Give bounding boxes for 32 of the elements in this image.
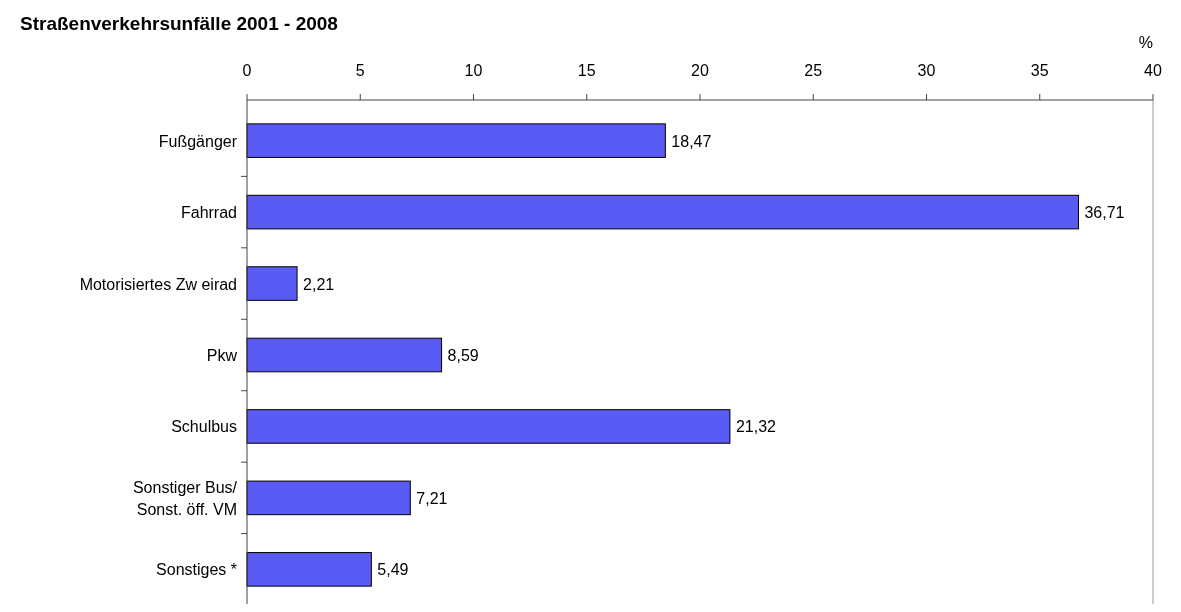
x-tick-label: 30 <box>917 62 936 79</box>
data-label: 5,49 <box>377 561 409 579</box>
bar <box>246 552 372 587</box>
data-label: 21,32 <box>735 418 777 436</box>
data-label: 36,71 <box>1084 204 1125 222</box>
x-axis-title: % <box>1138 34 1153 51</box>
bar <box>246 123 666 158</box>
x-tick-label: 5 <box>355 62 365 79</box>
y-tick-label: Fahrrad <box>180 204 237 222</box>
x-tick-label: 25 <box>804 62 823 79</box>
data-label: 18,47 <box>671 132 712 150</box>
bar <box>246 409 731 444</box>
y-tick-label: Sonstiger Bus/ Sonst. öff. VM <box>132 478 238 518</box>
data-label: 8,59 <box>447 347 479 364</box>
y-tick-label: Pkw <box>206 347 238 364</box>
y-tick-label: Fußgänger <box>158 132 238 150</box>
bar <box>246 266 298 301</box>
y-tick-label: Schulbus <box>171 418 237 436</box>
data-label: 7,21 <box>416 489 448 507</box>
x-tick-label: 20 <box>691 62 709 79</box>
chart-title: Straßenverkehrsunfälle 2001 - 2008 <box>20 13 338 34</box>
x-tick-label: 15 <box>577 62 596 79</box>
y-tick-label: Sonstiges * <box>156 561 237 579</box>
x-tick-label: 35 <box>1030 62 1049 79</box>
data-label: 2,21 <box>303 275 335 293</box>
x-tick-label: 10 <box>464 62 483 79</box>
bar <box>246 194 1079 230</box>
bar <box>246 337 443 373</box>
x-tick-label: 40 <box>1144 62 1162 79</box>
y-tick-label: Motorisiertes Zw eirad <box>79 275 237 293</box>
bar <box>246 480 411 516</box>
x-tick-label: 0 <box>242 62 252 79</box>
